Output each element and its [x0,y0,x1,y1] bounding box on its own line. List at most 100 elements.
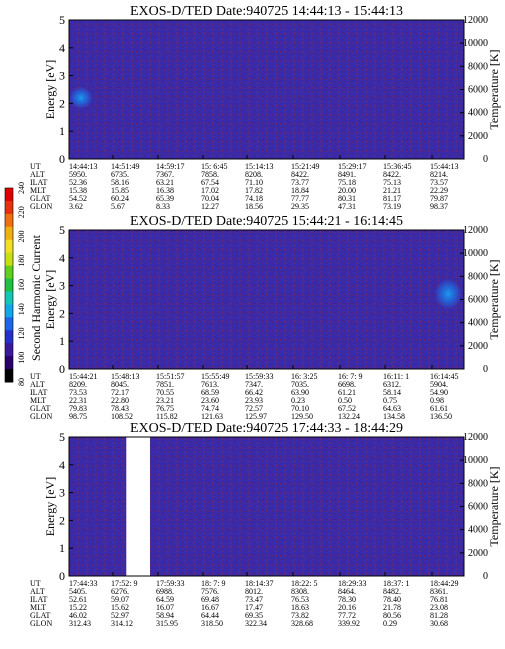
ephemeris-value: 14:59:17 [156,162,184,171]
ephemeris-value: 18:14:37 [245,579,273,588]
y-tick-label: 5 [59,223,65,237]
ephemeris-value: 64.63 [383,404,401,413]
ephemeris-value: 80.56 [383,611,401,620]
colorbar-segment [5,239,13,254]
ephemeris-value: 76.53 [291,595,309,604]
colorbar-tick-label: 180 [17,255,26,267]
ephemeris-value: 20.00 [338,186,356,195]
colorbar-tick-label: 160 [17,279,26,291]
ephemeris-value: 16: 3:25 [291,372,317,381]
ephemeris-label: GLAT [30,404,51,413]
ephemeris-value: 16.67 [201,603,219,612]
ephemeris-value: 17.82 [245,186,263,195]
ephemeris-value: 8422. [383,170,401,179]
ephemeris-value: 70.10 [291,404,309,413]
ephemeris-value: 52.61 [69,595,87,604]
ephemeris-value: 58.94 [156,611,174,620]
ephemeris-value: 8491. [338,170,356,179]
y-tick-label: 5 [59,13,65,27]
ephemeris-value: 20.16 [338,603,356,612]
ephemeris-value: 72.57 [245,404,263,413]
y-axis-label: Energy [eV] [43,60,57,119]
colorbar-tick-label: 240 [17,182,26,194]
ephemeris-value: 8.33 [156,202,170,211]
ephemeris-value: 5405. [69,587,87,596]
y-tick-label: 3 [59,69,65,83]
ephemeris-label: ILAT [30,595,47,604]
y2-tick-label: 12000 [463,225,488,236]
ephemeris-value: 30.68 [430,619,448,628]
ephemeris-value: 8209. [69,380,87,389]
y2-axis-label: Temperature [K] [487,259,501,339]
ephemeris-value: 134.58 [383,412,405,421]
ephemeris-value: 79.87 [430,194,448,203]
ephemeris-value: 7851. [156,380,174,389]
ephemeris-value: 6312. [383,380,401,389]
y2-tick-label: 2000 [468,548,488,559]
panel-3: EXOS-D/TED Date:940725 17:44:33 - 18:44:… [30,421,501,628]
ephemeris-value: 0.23 [291,396,305,405]
ephemeris-value: 328.68 [291,619,313,628]
ephemeris-value: 54.90 [430,388,448,397]
ephemeris-value: 73.77 [291,178,309,187]
ephemeris-value: 78.43 [111,404,129,413]
ephemeris-value: 78.40 [383,595,401,604]
ephemeris-value: 8422. [291,170,309,179]
ephemeris-value: 0.98 [430,396,444,405]
colorbar-tick-label: 200 [17,231,26,243]
ephemeris-value: 8012. [245,587,263,596]
ephemeris-value: 22.31 [69,396,87,405]
ephemeris-value: 79.83 [69,404,87,413]
ephemeris-value: 16:14:45 [430,372,458,381]
panel-title: EXOS-D/TED Date:940725 17:44:33 - 18:44:… [130,421,403,436]
ephemeris-value: 17:52: 9 [111,579,137,588]
ephemeris-value: 73.47 [245,595,263,604]
colorbar-segment [5,188,13,202]
ephemeris-value: 121.63 [201,412,223,421]
y-axis-label: Energy [eV] [43,270,57,329]
y-tick-label: 3 [59,279,65,293]
y-tick-label: 2 [59,513,65,527]
ephemeris-value: 318.50 [201,619,223,628]
ephemeris-value: 58.14 [383,388,401,397]
ephemeris-value: 23.08 [430,603,448,612]
ephemeris-value: 67.52 [338,404,356,413]
ephemeris-value: 7858. [201,170,219,179]
y2-axis-label: Temperature [K] [487,49,501,129]
ephemeris-value: 15:48:13 [111,372,139,381]
ephemeris-value: 46.02 [69,611,87,620]
colorbar-segment [5,369,13,383]
y2-tick-label: 10000 [463,455,488,466]
ephemeris-value: 15:59:33 [245,372,273,381]
ephemeris-label: ALT [30,170,45,179]
ephemeris-value: 52.97 [111,611,129,620]
y2-tick-label: 4000 [468,108,488,119]
ephemeris-label: ALT [30,380,45,389]
ephemeris-value: 61.61 [430,404,448,413]
ephemeris-value: 81.17 [383,194,401,203]
ephemeris-value: 0.29 [383,619,397,628]
ephemeris-value: 63.90 [291,388,309,397]
y-tick-label: 4 [59,41,65,55]
ephemeris-value: 0.75 [383,396,397,405]
y2-tick-label: 10000 [463,248,488,259]
ephemeris-value: 75.13 [383,178,401,187]
ephemeris-value: 58.16 [111,178,129,187]
ephemeris-value: 115.82 [156,412,178,421]
ephemeris-value: 18: 7: 9 [201,579,225,588]
ephemeris-value: 125.97 [245,412,267,421]
ephemeris-value: 76.75 [156,404,174,413]
y2-tick-label: 4000 [468,318,488,329]
ephemeris-label: ILAT [30,178,47,187]
ephemeris-value: 15.85 [111,186,129,195]
colorbar-segment [5,200,13,215]
y-tick-label: 0 [59,569,65,583]
ephemeris-value: 70.55 [156,388,174,397]
ephemeris-value: 16:11: 1 [383,372,409,381]
ephemeris-value: 5904. [430,380,448,389]
ephemeris-value: 78.30 [338,595,356,604]
ephemeris-label: ALT [30,587,45,596]
y-tick-label: 4 [59,251,65,265]
ephemeris-value: 8214. [430,170,448,179]
ephemeris-value: 132.24 [338,412,360,421]
